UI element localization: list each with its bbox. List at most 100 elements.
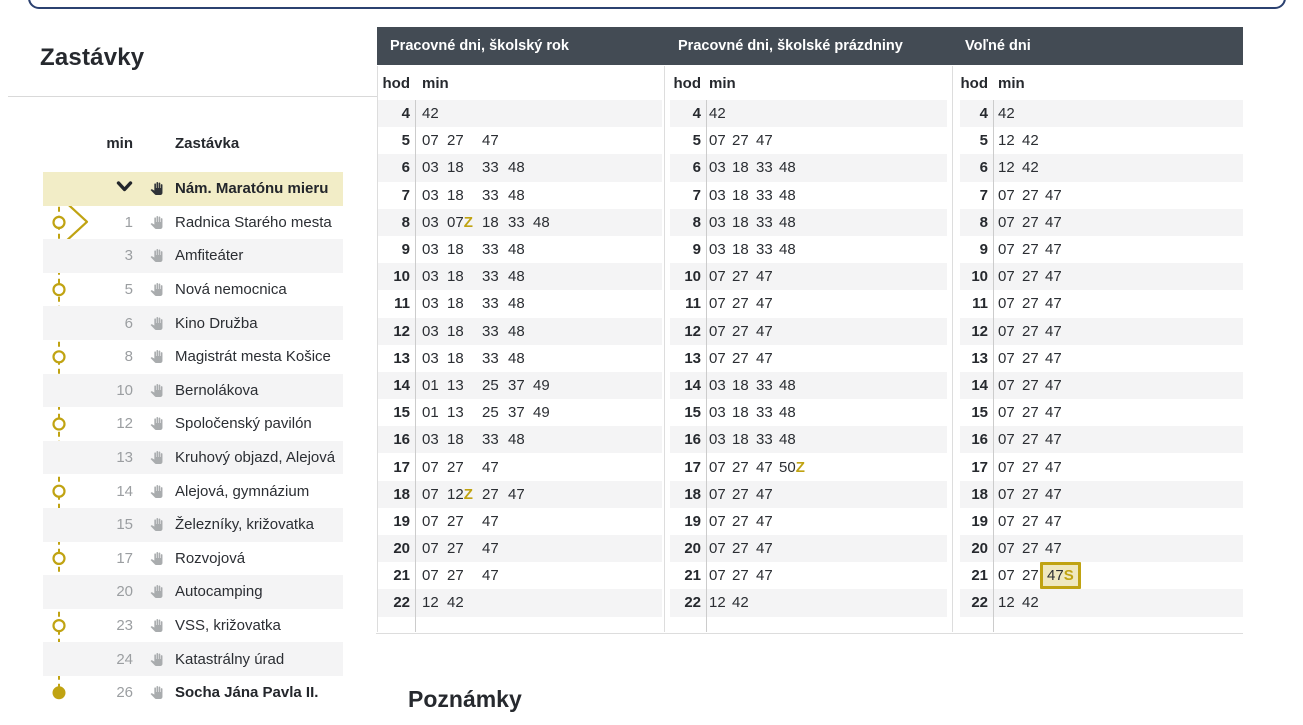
minute-cell[interactable]: 27	[1022, 186, 1039, 204]
minute-cell[interactable]: 18	[732, 376, 749, 394]
minute-cell[interactable]: 12	[998, 132, 1015, 150]
minute-cell[interactable]: 07	[998, 295, 1015, 313]
minute-cell[interactable]: 48	[779, 159, 796, 177]
minute-cell[interactable]: 27	[732, 512, 749, 530]
minute-cell[interactable]: 27	[482, 485, 499, 503]
minute-cell[interactable]: 01	[422, 404, 439, 422]
minute-cell[interactable]: 07	[422, 485, 439, 503]
minute-cell[interactable]: 33	[482, 268, 499, 286]
minute-cell[interactable]: 07	[998, 485, 1015, 503]
stop-row[interactable]: 23 VSS, križovatka	[43, 609, 343, 643]
minute-cell[interactable]: 50Z	[779, 458, 805, 476]
stop-row[interactable]: 12 Spoločenský pavilón	[43, 407, 343, 441]
minute-cell[interactable]: 03	[709, 376, 726, 394]
minute-cell[interactable]: 33	[482, 349, 499, 367]
minute-cell[interactable]: 27	[447, 512, 464, 530]
minute-cell[interactable]: 48	[779, 404, 796, 422]
stop-row[interactable]: 10 Bernolákova	[43, 373, 343, 408]
stop-row[interactable]: 24 Katastrálny úrad	[43, 642, 343, 676]
minute-cell[interactable]: 03	[709, 431, 726, 449]
minute-cell[interactable]: 33	[482, 322, 499, 340]
minute-cell[interactable]: 18	[482, 213, 499, 231]
stop-row[interactable]: 20 Autocamping	[43, 575, 343, 609]
minute-cell[interactable]: 27	[732, 295, 749, 313]
minute-cell[interactable]: 03	[422, 186, 439, 204]
minute-cell[interactable]: 07	[422, 540, 439, 558]
minute-cell[interactable]: 25	[482, 404, 499, 422]
minute-cell[interactable]: 01	[422, 376, 439, 394]
minute-cell[interactable]: 37	[508, 404, 525, 422]
minute-cell[interactable]: 27	[447, 567, 464, 585]
minute-cell[interactable]: 27	[732, 540, 749, 558]
minute-cell[interactable]: 47	[756, 485, 773, 503]
minute-cell[interactable]: 18	[447, 241, 464, 259]
minute-cell[interactable]: 47	[756, 540, 773, 558]
minute-cell[interactable]: 33	[508, 213, 525, 231]
minute-cell[interactable]: 07	[709, 485, 726, 503]
minute-cell[interactable]: 07	[998, 540, 1015, 558]
minute-cell[interactable]: 03	[422, 241, 439, 259]
minute-cell[interactable]: 47	[756, 295, 773, 313]
minute-cell[interactable]: 33	[482, 159, 499, 177]
minute-cell[interactable]: 07	[709, 132, 726, 150]
minute-cell[interactable]: 03	[422, 268, 439, 286]
minute-cell[interactable]: 47	[1045, 241, 1062, 259]
minute-cell[interactable]: 27	[732, 349, 749, 367]
minute-cell[interactable]: 18	[732, 186, 749, 204]
minute-cell[interactable]: 47	[756, 349, 773, 367]
minute-cell[interactable]: 27	[1022, 376, 1039, 394]
minute-cell[interactable]: 47	[1045, 512, 1062, 530]
minute-cell[interactable]: 37	[508, 376, 525, 394]
minute-cell[interactable]: 33	[756, 213, 773, 231]
minute-cell[interactable]: 27	[1022, 404, 1039, 422]
minute-cell[interactable]: 47	[756, 458, 773, 476]
minute-cell[interactable]: 07	[709, 295, 726, 313]
minute-cell[interactable]: 48	[508, 159, 525, 177]
minute-cell[interactable]: 27	[1022, 349, 1039, 367]
minute-cell[interactable]: 27	[1022, 295, 1039, 313]
minute-cell[interactable]: 18	[447, 159, 464, 177]
minute-cell[interactable]: 47	[482, 512, 499, 530]
minute-cell[interactable]: 07	[998, 268, 1015, 286]
minute-cell[interactable]: 07	[998, 512, 1015, 530]
minute-cell[interactable]: 27	[732, 132, 749, 150]
minute-cell[interactable]: 47	[482, 132, 499, 150]
minute-cell[interactable]: 27	[1022, 567, 1039, 585]
minute-cell[interactable]: 47	[1045, 376, 1062, 394]
minute-cell[interactable]: 07	[998, 404, 1015, 422]
minute-cell[interactable]: 42	[732, 594, 749, 612]
minute-cell[interactable]: 49	[533, 376, 550, 394]
minute-cell[interactable]: 03	[709, 213, 726, 231]
minute-cell[interactable]: 03	[422, 322, 439, 340]
minute-cell[interactable]: 47	[1045, 268, 1062, 286]
selected-departure-box[interactable]: 47S	[1040, 562, 1081, 590]
minute-cell[interactable]: 18	[447, 349, 464, 367]
minute-cell[interactable]: 27	[1022, 241, 1039, 259]
minute-cell[interactable]: 07	[998, 186, 1015, 204]
minute-cell[interactable]: 27	[1022, 512, 1039, 530]
minute-cell[interactable]: 33	[756, 431, 773, 449]
minute-cell[interactable]: 03	[709, 241, 726, 259]
minute-cell[interactable]: 48	[779, 376, 796, 394]
minute-cell[interactable]: 47S	[1040, 562, 1091, 590]
stop-row[interactable]: 6 Kino Družba	[43, 306, 343, 340]
minute-cell[interactable]: 12	[422, 594, 439, 612]
minute-cell[interactable]: 42	[1022, 594, 1039, 612]
minute-cell[interactable]: 33	[756, 376, 773, 394]
minute-cell[interactable]: 48	[779, 431, 796, 449]
minute-cell[interactable]: 48	[779, 213, 796, 231]
minute-cell[interactable]: 27	[1022, 322, 1039, 340]
minute-cell[interactable]: 27	[1022, 458, 1039, 476]
minute-cell[interactable]: 42	[1022, 132, 1039, 150]
minute-cell[interactable]: 27	[732, 268, 749, 286]
minute-cell[interactable]: 18	[447, 322, 464, 340]
minute-cell[interactable]: 33	[482, 241, 499, 259]
minute-cell[interactable]: 07	[998, 349, 1015, 367]
minute-cell[interactable]: 13	[447, 404, 464, 422]
minute-cell[interactable]: 07	[709, 512, 726, 530]
minute-cell[interactable]: 03	[709, 159, 726, 177]
minute-cell[interactable]: 07	[709, 540, 726, 558]
minute-cell[interactable]: 27	[1022, 268, 1039, 286]
minute-cell[interactable]: 47	[1045, 322, 1062, 340]
minute-cell[interactable]: 48	[779, 186, 796, 204]
